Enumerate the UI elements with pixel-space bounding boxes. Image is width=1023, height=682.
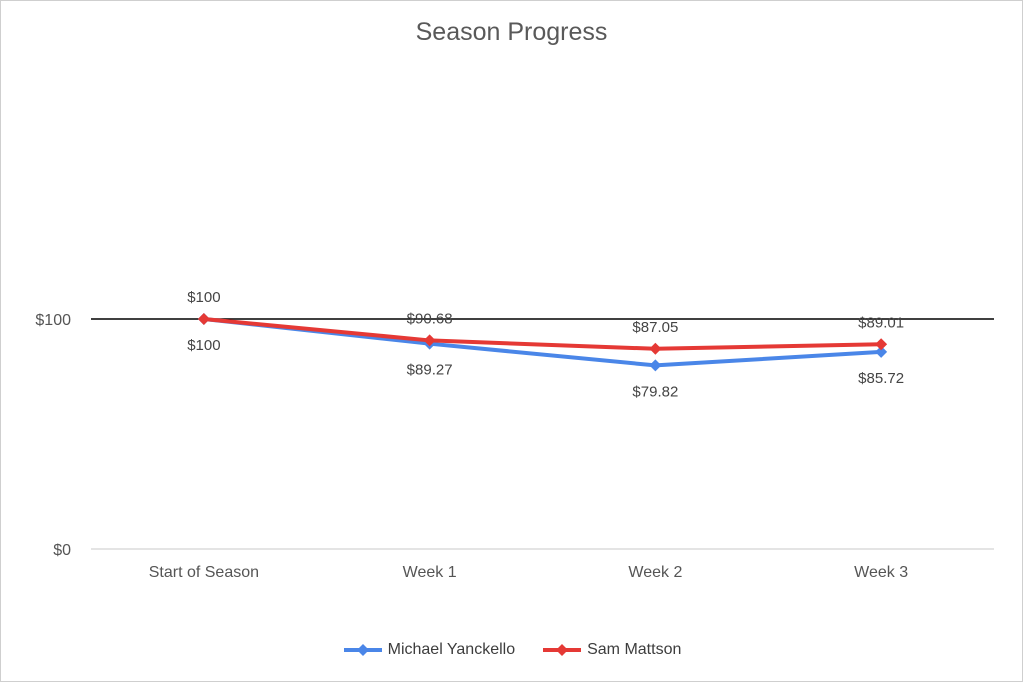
x-tick-label: Start of Season: [149, 564, 259, 581]
series-1-point: [423, 334, 436, 347]
data-label: $79.82: [632, 383, 678, 400]
legend-swatch: [543, 644, 582, 656]
legend-label: Michael Yanckello: [387, 641, 516, 658]
series-1-point: [197, 313, 210, 325]
series-0-point: [875, 345, 888, 358]
legend-swatch: [343, 644, 382, 656]
data-label: $85.72: [858, 370, 904, 387]
chart-legend: Michael Yanckello Sam Mattson: [1, 641, 1022, 659]
data-label: $100: [187, 289, 220, 306]
legend-item: Sam Mattson: [541, 641, 681, 659]
series-1-point: [649, 342, 662, 355]
series-line-0: [201, 317, 884, 368]
data-label: $87.05: [632, 319, 678, 336]
legend-item: Michael Yanckello: [342, 641, 515, 659]
data-label: $100: [187, 337, 220, 354]
legend-marker: [356, 644, 369, 656]
series-0-point: [649, 359, 662, 372]
legend-label: Sam Mattson: [587, 641, 682, 658]
y-tick-label: $100: [35, 312, 71, 329]
data-label: $90.68: [407, 310, 453, 327]
x-tick-label: Week 1: [403, 564, 457, 581]
data-label: $89.27: [407, 362, 453, 379]
series-1-point: [875, 338, 888, 351]
legend-marker: [556, 644, 569, 656]
series-line-1: [201, 317, 884, 351]
x-tick-label: Week 2: [628, 564, 682, 581]
chart-title: Season Progress: [415, 18, 608, 46]
line-chart: $0 $100 Start of Season Week 1 Week 2 Week 3 $…: [35, 289, 994, 581]
y-tick-label: $0: [53, 542, 71, 559]
data-label: $89.01: [858, 314, 904, 331]
x-tick-label: Week 3: [854, 564, 908, 581]
